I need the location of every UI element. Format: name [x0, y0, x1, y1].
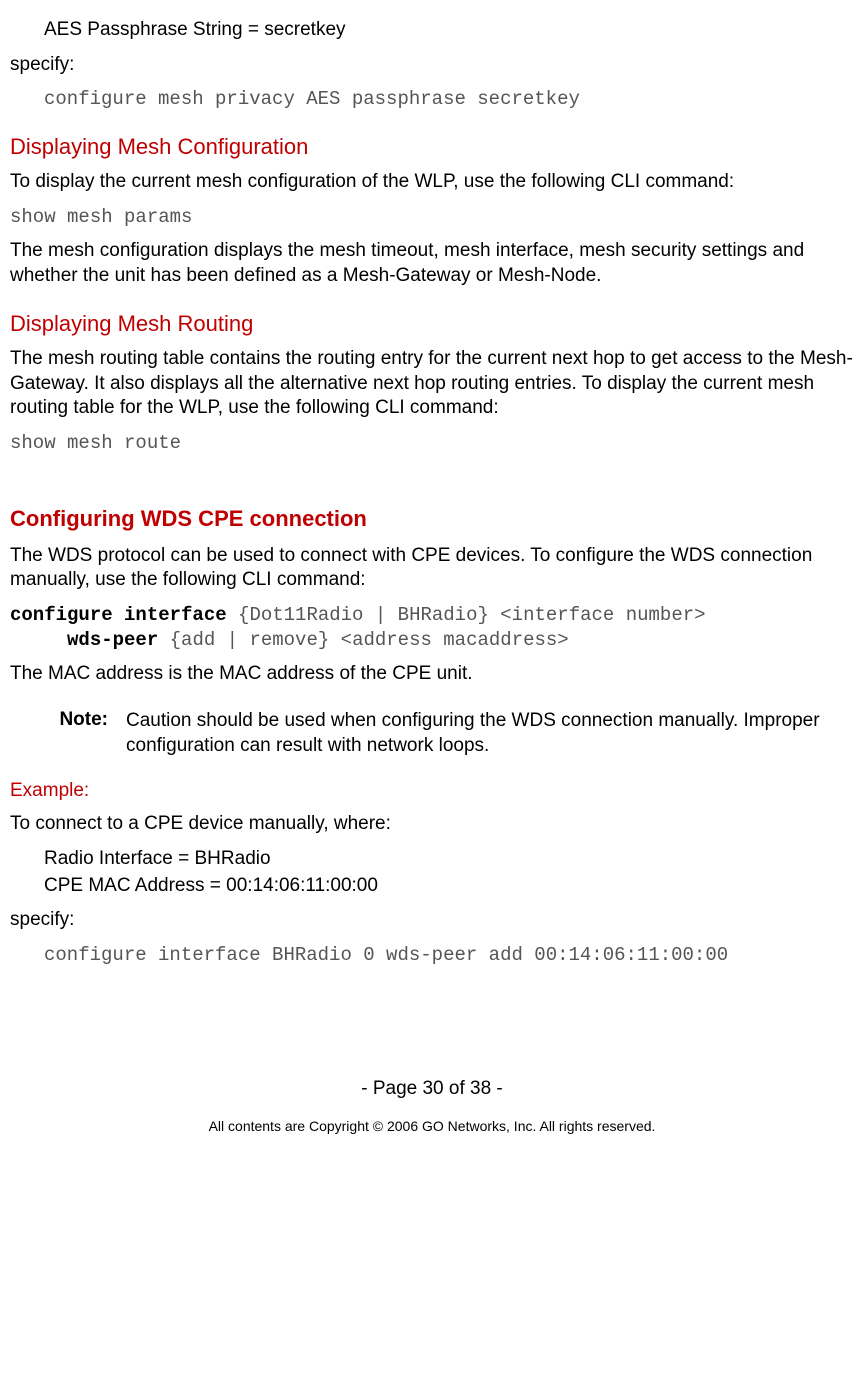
- wds-p1: The WDS protocol can be used to connect …: [10, 544, 854, 593]
- note-text: Caution should be used when configuring …: [126, 709, 854, 758]
- example-radio-interface: Radio Interface = BHRadio: [10, 847, 854, 872]
- note-block: Note: Caution should be used when config…: [10, 709, 854, 758]
- displaying-mesh-routing-heading: Displaying Mesh Routing: [10, 311, 854, 337]
- cmd-bold-wds-peer: wds-peer: [67, 629, 158, 651]
- example-cmd-line2: 00:14:06:11:00:00: [534, 944, 728, 966]
- configure-mesh-privacy-cmd: configure mesh privacy AES passphrase se…: [10, 87, 854, 112]
- page-number: - Page 30 of 38 -: [10, 1078, 854, 1100]
- example-specify: specify:: [10, 908, 854, 933]
- cmd-args-wds-peer: {add | remove} <address macaddress>: [158, 629, 568, 651]
- specify-label: specify:: [10, 53, 854, 78]
- page-footer: - Page 30 of 38 - All contents are Copyr…: [10, 1078, 854, 1134]
- example-cmd-block: configure interface BHRadio 0 wds-peer a…: [10, 943, 854, 968]
- configure-interface-cmd: configure interface {Dot11Radio | BHRadi…: [10, 603, 854, 652]
- show-mesh-route-cmd: show mesh route: [10, 431, 854, 456]
- example-heading: Example:: [10, 780, 854, 802]
- note-label: Note:: [10, 709, 126, 758]
- disp-config-p2: The mesh configuration displays the mesh…: [10, 239, 854, 288]
- cmd-args-interface: {Dot11Radio | BHRadio} <interface number…: [227, 604, 706, 626]
- example-cmd-line1: configure interface BHRadio 0 wds-peer a…: [44, 944, 523, 966]
- example-p1: To connect to a CPE device manually, whe…: [10, 812, 854, 837]
- aes-passphrase-line: AES Passphrase String = secretkey: [10, 18, 854, 43]
- copyright-text: All contents are Copyright © 2006 GO Net…: [10, 1118, 854, 1134]
- show-mesh-params-cmd: show mesh params: [10, 205, 854, 230]
- cmd-bold-configure-interface: configure interface: [10, 604, 227, 626]
- example-mac-address: CPE MAC Address = 00:14:06:11:00:00: [10, 874, 854, 899]
- displaying-mesh-config-heading: Displaying Mesh Configuration: [10, 134, 854, 160]
- disp-routing-p1: The mesh routing table contains the rout…: [10, 347, 854, 421]
- wds-p2: The MAC address is the MAC address of th…: [10, 662, 854, 687]
- disp-config-p1: To display the current mesh configuratio…: [10, 170, 854, 195]
- page-container: AES Passphrase String = secretkey specif…: [0, 0, 864, 1154]
- configuring-wds-heading: Configuring WDS CPE connection: [10, 506, 854, 532]
